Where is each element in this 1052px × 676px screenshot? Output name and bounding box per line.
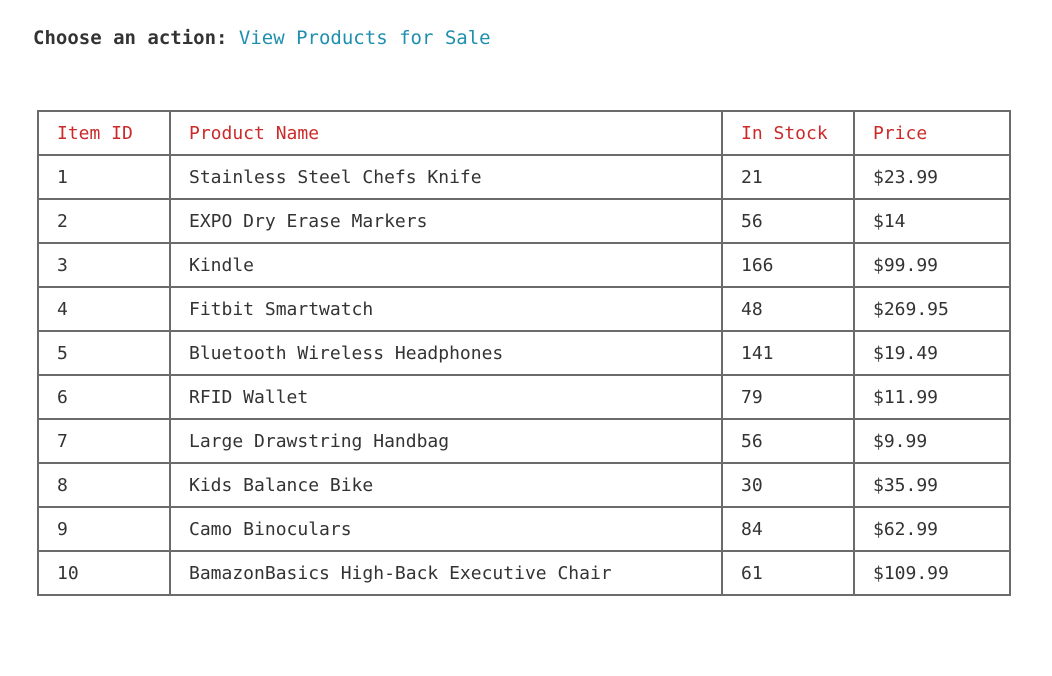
cell-in-stock: 84 [721, 506, 855, 552]
selected-action: View Products for Sale [238, 27, 491, 49]
cell-item-id: 1 [37, 154, 171, 200]
table-row: 7 Large Drawstring Handbag 56 $9.99 [37, 418, 1011, 464]
header-in-stock: In Stock [721, 110, 855, 156]
cell-item-id: 3 [37, 242, 171, 288]
cell-in-stock: 141 [721, 330, 855, 376]
cell-item-id: 4 [37, 286, 171, 332]
table-body: 1 Stainless Steel Chefs Knife 21 $23.99 2 EXP… [37, 154, 1011, 596]
cell-price: $19.49 [853, 330, 1011, 376]
cell-in-stock: 56 [721, 198, 855, 244]
cell-in-stock: 61 [721, 550, 855, 596]
cell-item-id: 9 [37, 506, 171, 552]
cell-product-name: Kindle [169, 242, 723, 288]
table-row: 9 Camo Binoculars 84 $62.99 [37, 506, 1011, 552]
cell-in-stock: 79 [721, 374, 855, 420]
cell-price: $9.99 [853, 418, 1011, 464]
cell-item-id: 7 [37, 418, 171, 464]
cell-product-name: BamazonBasics High-Back Executive Chair [169, 550, 723, 596]
cell-price: $35.99 [853, 462, 1011, 508]
cell-product-name: RFID Wallet [169, 374, 723, 420]
table-row: 10 BamazonBasics High-Back Executive Chai… [37, 550, 1011, 596]
products-table: Item ID Product Name In Stock Price 1 Sta… [37, 110, 1011, 596]
cell-product-name: Stainless Steel Chefs Knife [169, 154, 723, 200]
cell-product-name: Fitbit Smartwatch [169, 286, 723, 332]
cell-product-name: Large Drawstring Handbag [169, 418, 723, 464]
table-header-row: Item ID Product Name In Stock Price [37, 110, 1011, 156]
header-price: Price [853, 110, 1011, 156]
cell-in-stock: 166 [721, 242, 855, 288]
cell-in-stock: 30 [721, 462, 855, 508]
cell-price: $14 [853, 198, 1011, 244]
prompt-label: Choose an action: [33, 27, 228, 49]
table-row: 8 Kids Balance Bike 30 $35.99 [37, 462, 1011, 508]
cell-item-id: 10 [37, 550, 171, 596]
cell-in-stock: 21 [721, 154, 855, 200]
table-row: 3 Kindle 166 $99.99 [37, 242, 1011, 288]
cell-item-id: 6 [37, 374, 171, 420]
table-row: 1 Stainless Steel Chefs Knife 21 $23.99 [37, 154, 1011, 200]
cell-in-stock: 56 [721, 418, 855, 464]
cell-product-name: Camo Binoculars [169, 506, 723, 552]
cell-product-name: EXPO Dry Erase Markers [169, 198, 723, 244]
action-prompt: Choose an action: View Products for Sale [33, 24, 491, 52]
cell-price: $99.99 [853, 242, 1011, 288]
cell-price: $109.99 [853, 550, 1011, 596]
header-product-name: Product Name [169, 110, 723, 156]
cell-item-id: 2 [37, 198, 171, 244]
cell-price: $23.99 [853, 154, 1011, 200]
cell-product-name: Kids Balance Bike [169, 462, 723, 508]
table-row: 5 Bluetooth Wireless Headphones 141 $19.49 [37, 330, 1011, 376]
cell-item-id: 5 [37, 330, 171, 376]
cell-price: $62.99 [853, 506, 1011, 552]
cell-item-id: 8 [37, 462, 171, 508]
header-item-id: Item ID [37, 110, 171, 156]
cell-price: $269.95 [853, 286, 1011, 332]
table-row: 2 EXPO Dry Erase Markers 56 $14 [37, 198, 1011, 244]
cell-price: $11.99 [853, 374, 1011, 420]
table-row: 4 Fitbit Smartwatch 48 $269.95 [37, 286, 1011, 332]
cell-product-name: Bluetooth Wireless Headphones [169, 330, 723, 376]
cell-in-stock: 48 [721, 286, 855, 332]
table-row: 6 RFID Wallet 79 $11.99 [37, 374, 1011, 420]
